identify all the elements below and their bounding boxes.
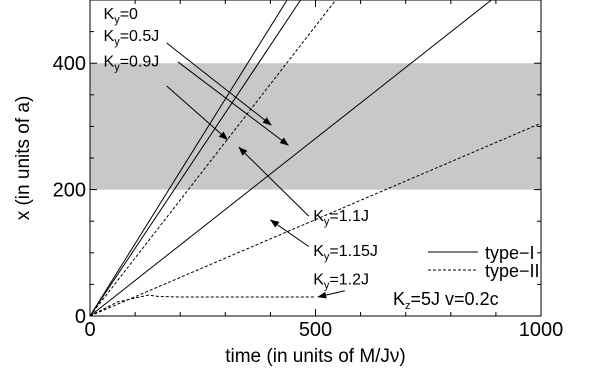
legend-label-1: type−II [485,261,540,281]
series-line-4 [90,122,541,316]
annotation-arrow-2 [166,85,228,141]
y-tick-label: 400 [53,53,86,75]
annotation-arrow-4 [269,219,310,247]
annotation-arrow-0 [166,42,272,126]
x-axis-title: time (in units of M/Jν) [225,346,406,367]
series-line-5 [90,294,316,316]
shaded-band [90,63,541,190]
series-line-1 [90,0,302,316]
y-tick-label: 0 [75,306,86,328]
annotation-arrow-3 [238,146,310,217]
series-line-3 [90,0,492,316]
y-tick-label: 200 [53,180,86,202]
annotation-arrow-5 [317,290,345,299]
legend-label-0: type−I [485,243,535,263]
x-tick-label: 500 [299,319,332,341]
annotation-label-1: Ky=0.5J [104,28,160,48]
condition-label: Kz=5J v=0.2c [393,289,499,312]
series-line-2 [90,0,337,316]
annotation-label-5: Ky=1.2J [313,271,369,291]
annotation-label-3: Ky=1.1J [313,208,369,228]
annotation-label-0: Ky=0 [104,6,139,26]
annotation-arrow-1 [177,61,289,146]
x-tick-label: 1000 [519,319,564,341]
series-line-0 [90,0,288,316]
annotation-label-4: Ky=1.15J [313,243,378,263]
annotation-label-2: Ky=0.9J [104,53,160,73]
y-axis-title: x (in units of a) [13,96,34,221]
x-tick-label: 0 [84,319,95,341]
